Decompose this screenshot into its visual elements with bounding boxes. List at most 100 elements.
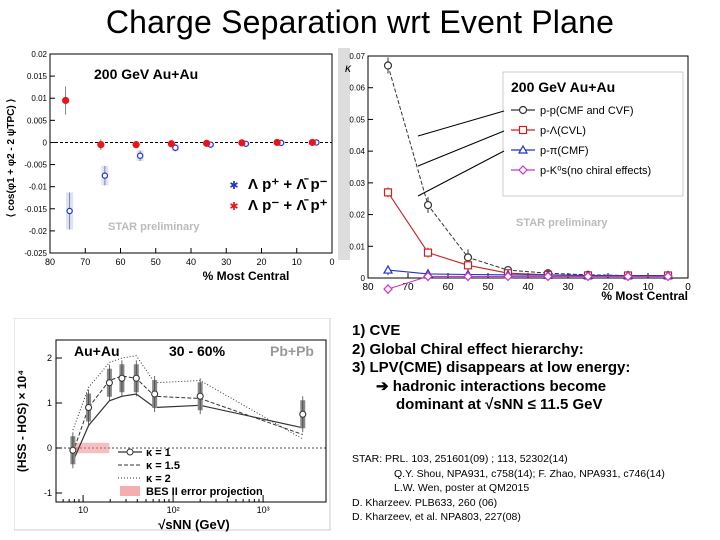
data-point	[423, 248, 433, 257]
reference-line: D. Kharzeev. PLB633, 260 (06)	[352, 496, 498, 509]
series-line	[72, 355, 304, 440]
legend-marker-icon	[518, 125, 528, 135]
data-point	[463, 271, 473, 282]
y-tick-label: 0.06	[349, 84, 365, 93]
y-tick-label: -0.005	[24, 161, 47, 170]
y-tick-label: 0.01	[349, 242, 365, 251]
legend-label-4: p-K⁰s(no chiral effects)	[540, 165, 651, 177]
y-tick-label: 2	[47, 353, 52, 363]
x-tick-label: 80	[45, 257, 55, 267]
pointer-line	[417, 150, 505, 197]
data-point	[623, 271, 633, 282]
x-tick-label: 20	[256, 257, 266, 267]
data-point	[383, 188, 393, 197]
data-point	[423, 200, 433, 210]
x-tick-label: 50	[151, 257, 161, 267]
x-axis-label: % Most Central	[601, 289, 688, 303]
legend-swatch	[120, 486, 140, 496]
chart-energy-dependence: -1 0 1 2 10 10² 10³ Au+Au 30 - 60% Pb+Pb κ = …	[14, 318, 331, 532]
reference-line: L.W. Wen, poster at QM2015	[394, 482, 530, 494]
y-tick-label: 1	[47, 398, 52, 408]
legend-marker-icon	[517, 144, 529, 154]
notes-block: 1) CVE 2) Global Chiral effect hierarchy…	[352, 322, 718, 415]
slide-title: Charge Separation wrt Event Plane	[105, 4, 615, 40]
data-point	[383, 284, 393, 294]
legend-label-2: κ = 1.5	[146, 460, 180, 472]
note-item: 1) CVE	[352, 322, 401, 339]
data-point	[136, 152, 144, 159]
y-tick-label: 0.02	[349, 211, 365, 220]
system-label: Pb+Pb	[270, 343, 314, 359]
y-tick-label: 0.005	[27, 116, 48, 125]
data-point	[62, 96, 70, 105]
data-point	[97, 141, 105, 149]
legend-label-1: p-p(CMF and CVF)	[540, 105, 634, 117]
x-tick-label: 10²	[167, 505, 180, 515]
data-point	[663, 271, 673, 282]
data-point	[172, 144, 179, 151]
legend-label-1: κ = 1	[146, 447, 171, 459]
y-tick-label: -0.025	[24, 249, 47, 258]
y-tick-label: -1	[44, 488, 52, 498]
chart-title: 200 GeV Au+Au	[511, 79, 615, 95]
plot-frame	[55, 339, 327, 503]
y-tick-label: 0.02	[31, 50, 47, 59]
x-tick-label: 70	[80, 257, 90, 267]
data-point	[383, 61, 393, 70]
data-point	[66, 207, 73, 215]
bes-error-band	[72, 442, 110, 454]
watermark: STAR preliminary	[108, 221, 200, 233]
x-axis-label: % Most Central	[203, 269, 290, 283]
arrow-icon: ➔	[376, 377, 393, 395]
legend-label-3: κ = 2	[146, 473, 171, 485]
data-point	[583, 271, 593, 282]
series-line	[72, 375, 303, 453]
y-tick-label: -0.015	[24, 205, 47, 214]
legend-box	[502, 71, 684, 197]
legend: κ = 1 κ = 1.5 κ = 2 BES II error project…	[118, 447, 263, 498]
x-tick-label: 40	[186, 257, 196, 267]
x-tick-label: 60	[442, 282, 454, 293]
y-tick-label: 0	[43, 138, 48, 147]
y-tick-label: 0	[361, 274, 366, 283]
x-tick-label: 10	[78, 505, 88, 515]
x-tick-label: 60	[115, 257, 125, 267]
x-tick-label: 30	[221, 257, 231, 267]
legend-label-4: BES II error projection	[146, 486, 263, 498]
data-point	[503, 271, 513, 282]
legend-label-2: p-Λ(CVL)	[540, 125, 586, 137]
data-point	[196, 392, 204, 400]
legend-marker-icon	[126, 448, 134, 456]
data-point	[543, 271, 553, 282]
y-axis-label: (HSS - HOS) × 10⁴	[15, 370, 29, 472]
series-line	[387, 275, 668, 290]
pointer-line	[417, 130, 505, 167]
note-sub-line: ➔ hadronic interactions become	[376, 377, 607, 395]
x-tick-label: 0	[685, 282, 691, 293]
x-tick-label: 30	[562, 282, 574, 293]
data-point	[151, 390, 159, 398]
note-item: 3) LPV(CME) disappears at low energy:	[352, 359, 631, 376]
x-axis-label: √sNN (GeV)	[158, 517, 229, 532]
data-point	[308, 138, 316, 147]
x-tick-label: 10	[642, 282, 654, 293]
reference-line: STAR: PRL. 103, 251601(09) ; 113, 52302(…	[352, 453, 568, 465]
x-tick-label: 20	[602, 282, 614, 293]
data-point	[299, 410, 307, 418]
y-tick-label: 0.015	[27, 72, 48, 81]
y-tick-label: 0.03	[349, 179, 365, 188]
image-edge	[338, 48, 350, 260]
x-tick-label: 50	[482, 282, 494, 293]
legend-label-1: Λ p⁺ + Λ̄ p⁻	[248, 176, 328, 193]
y-axis-label: κ	[345, 61, 352, 75]
legend-marker-icon	[518, 105, 528, 115]
chart-title: 200 GeV Au+Au	[94, 66, 198, 82]
y-tick-label: 0.04	[349, 147, 365, 156]
data-point	[118, 374, 126, 382]
panel-border	[14, 318, 331, 531]
data-point	[85, 403, 93, 412]
y-tick-label: 0	[47, 443, 52, 453]
x-tick-label: 80	[362, 282, 374, 293]
centrality-label: 30 - 60%	[169, 343, 226, 359]
y-tick-label: 0.01	[31, 94, 47, 103]
